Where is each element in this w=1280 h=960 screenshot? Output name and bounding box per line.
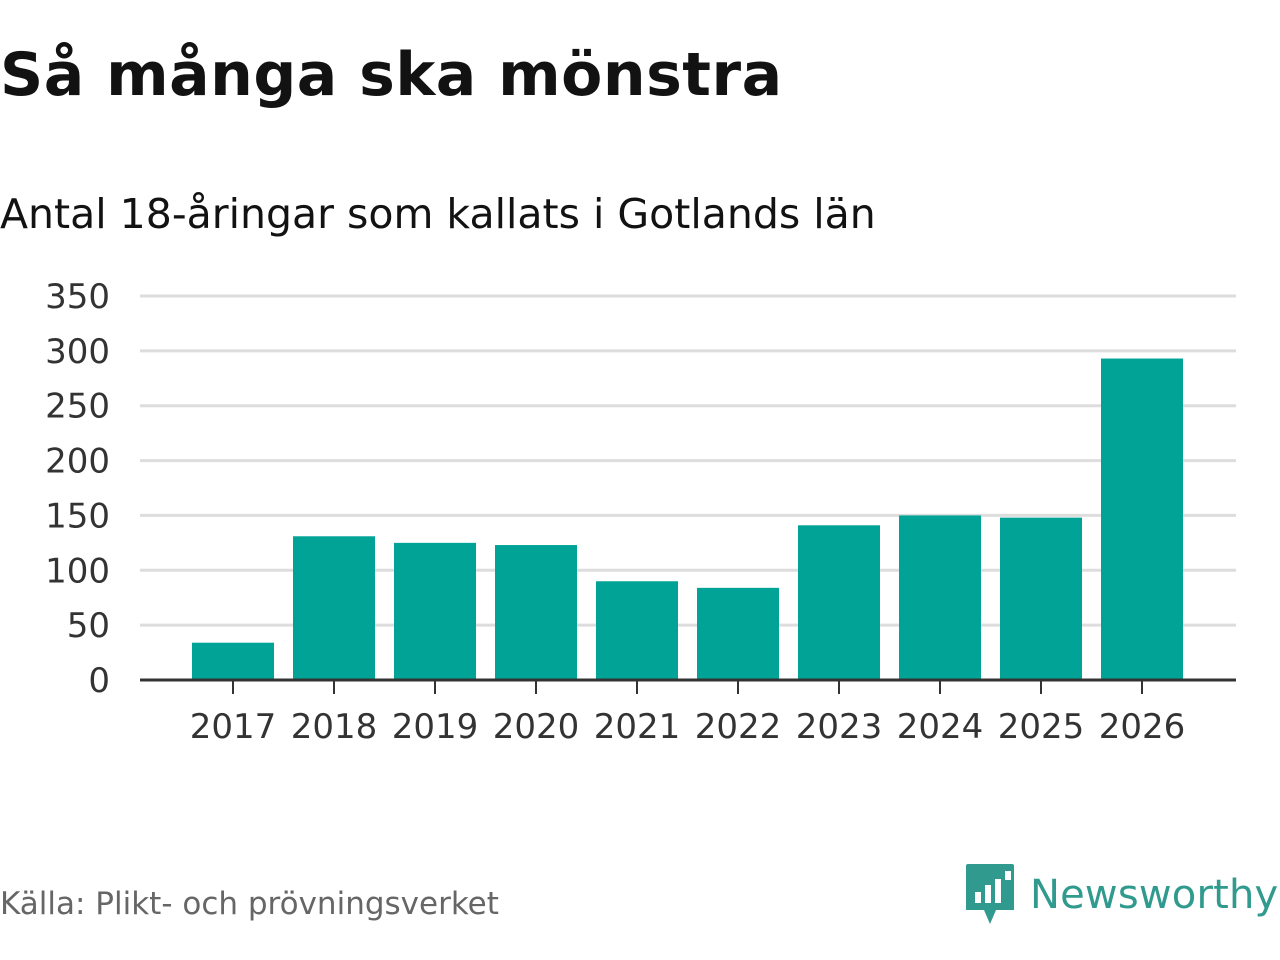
x-tick-label: 2018: [291, 707, 378, 747]
x-tick-label: 2022: [695, 707, 782, 747]
bar-2021: [596, 581, 678, 680]
brand-name: Newsworthy: [1030, 872, 1279, 918]
bar-2020: [495, 545, 577, 680]
bar-2017: [192, 642, 274, 680]
y-tick-label: 250: [45, 387, 110, 427]
bar-2018: [293, 536, 375, 680]
newsworthy-logo-icon: [966, 864, 1014, 924]
y-axis-labels: 0 50 100 150 200 250 300 350: [45, 277, 110, 701]
bars: [192, 358, 1183, 680]
y-tick-label: 150: [45, 496, 110, 536]
x-tick-label: 2020: [493, 707, 580, 747]
newsworthy-logo: Newsworthy: [964, 862, 1278, 928]
source-note: Källa: Plikt- och prövningsverket: [0, 886, 499, 922]
bar-2025: [1000, 517, 1082, 680]
x-tick-label: 2026: [1099, 707, 1186, 747]
bar-2019: [394, 542, 476, 680]
chart-subtitle: Antal 18-åringar som kallats i Gotlands …: [0, 190, 876, 238]
y-tick-label: 100: [45, 551, 110, 591]
y-tick-label: 0: [88, 661, 110, 701]
x-tick-label: 2019: [392, 707, 479, 747]
x-tick-label: 2025: [998, 707, 1085, 747]
chart-title: Så många ska mönstra: [0, 40, 783, 110]
x-tick-label: 2021: [594, 707, 681, 747]
y-tick-label: 50: [67, 606, 110, 646]
x-axis: [140, 678, 1236, 694]
y-tick-label: 350: [45, 277, 110, 317]
bar-2024: [899, 515, 981, 680]
x-axis-labels: 2017 2018 2019 2020 2021 2022 2023 2024 2025 2026: [190, 707, 1186, 747]
y-tick-label: 300: [45, 332, 110, 372]
x-tick-label: 2017: [190, 707, 277, 747]
x-tick-label: 2023: [796, 707, 883, 747]
y-tick-label: 200: [45, 442, 110, 482]
bar-2026: [1101, 358, 1183, 680]
x-tick-label: 2024: [897, 707, 984, 747]
bar-2023: [798, 525, 880, 680]
bar-2022: [697, 587, 779, 680]
